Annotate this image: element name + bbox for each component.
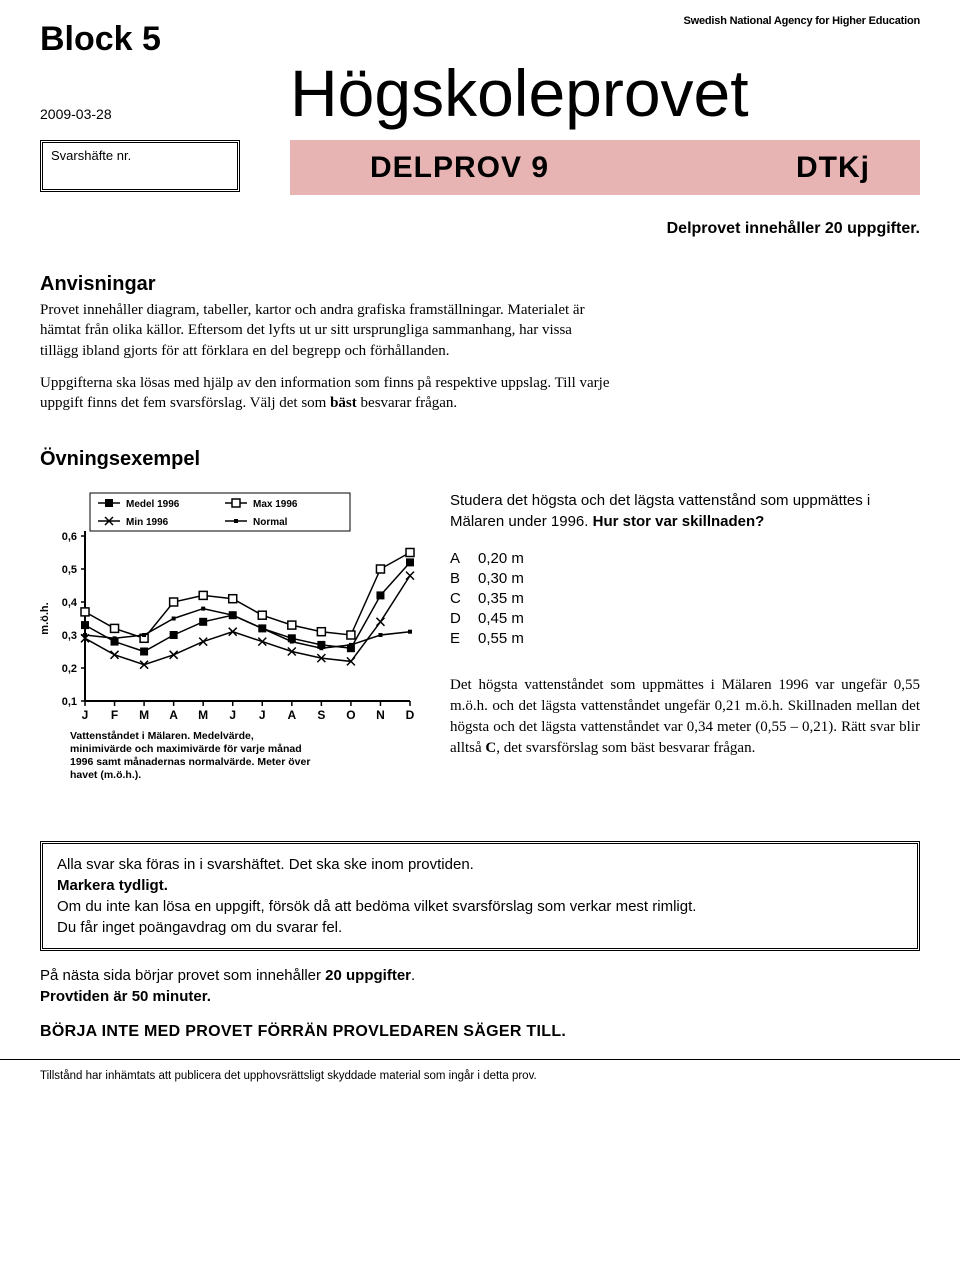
answer-options: A0,20 m B0,30 m C0,35 m D0,45 m E0,55 m bbox=[450, 550, 920, 647]
after-line1-b: 20 uppgifter bbox=[325, 967, 411, 984]
svg-text:havet (m.ö.h.).: havet (m.ö.h.). bbox=[70, 769, 141, 781]
svg-text:1996 samt månadernas normalvär: 1996 samt månadernas normalvärde. Meter … bbox=[70, 756, 310, 768]
after-line1-a: På nästa sida börjar provet som innehåll… bbox=[40, 967, 325, 984]
agency-name: Swedish National Agency for Higher Educa… bbox=[684, 15, 921, 27]
instructions-heading: Anvisningar bbox=[40, 273, 920, 296]
after-line2: Provtiden är 50 minuter. bbox=[40, 986, 920, 1007]
header-region: Block 5 2009-03-28 Svarshäfte nr. Swedis… bbox=[40, 20, 920, 200]
svg-text:O: O bbox=[346, 708, 355, 722]
svg-text:Vattenståndet i Mälaren. Medel: Vattenståndet i Mälaren. Medelvärde, bbox=[70, 730, 254, 742]
after-box: På nästa sida börjar provet som innehåll… bbox=[40, 965, 920, 1007]
info-line3: Om du inte kan lösa en uppgift, försök d… bbox=[57, 896, 903, 917]
block-title: Block 5 bbox=[40, 20, 161, 59]
exam-date: 2009-03-28 bbox=[40, 106, 112, 122]
svg-text:J: J bbox=[229, 708, 236, 722]
svg-text:Max 1996: Max 1996 bbox=[253, 499, 298, 510]
svg-text:m.ö.h.: m.ö.h. bbox=[40, 603, 51, 635]
instructions-para1: Provet innehåller diagram, tabeller, kar… bbox=[40, 300, 610, 361]
delprov-label: DELPROV 9 bbox=[370, 151, 549, 185]
svg-text:0,6: 0,6 bbox=[62, 531, 77, 543]
delprov-banner: DELPROV 9 DTKj bbox=[290, 140, 920, 195]
main-title: Högskoleprovet bbox=[290, 55, 749, 131]
svg-text:0,5: 0,5 bbox=[62, 564, 77, 576]
option-row: E0,55 m bbox=[450, 630, 920, 647]
svg-text:Medel 1996: Medel 1996 bbox=[126, 499, 180, 510]
svg-text:A: A bbox=[169, 708, 178, 722]
option-row: B0,30 m bbox=[450, 570, 920, 587]
svg-text:minimivärde och maximivärde fö: minimivärde och maximivärde för varje må… bbox=[70, 743, 302, 755]
svg-text:0,2: 0,2 bbox=[62, 663, 77, 675]
instructions-para2-bold: bäst bbox=[330, 395, 357, 411]
answer-booklet-label: Svarshäfte nr. bbox=[51, 148, 131, 163]
svg-text:J: J bbox=[259, 708, 266, 722]
svg-text:F: F bbox=[111, 708, 118, 722]
info-line2: Markera tydligt. bbox=[57, 875, 903, 896]
info-line4: Du får inget poängavdrag om du svarar fe… bbox=[57, 917, 903, 938]
svg-text:S: S bbox=[317, 708, 325, 722]
svg-text:0,1: 0,1 bbox=[62, 696, 77, 708]
question-text-bold: Hur stor var skillnaden? bbox=[593, 513, 765, 530]
svg-text:A: A bbox=[287, 708, 296, 722]
example-heading: Övningsexempel bbox=[40, 448, 920, 471]
chart-column: Medel 1996 Max 1996 Min 1996 Normal 0,1 0,2 0,… bbox=[40, 491, 420, 796]
question-column: Studera det högsta och det lägsta vatten… bbox=[450, 491, 920, 796]
svg-text:J: J bbox=[82, 708, 89, 722]
svg-text:M: M bbox=[139, 708, 149, 722]
explain-c: , det svarsförslag som bäst besvarar frå… bbox=[496, 740, 755, 756]
svg-text:0,4: 0,4 bbox=[62, 597, 78, 609]
answer-booklet-box: Svarshäfte nr. bbox=[40, 140, 240, 192]
after-line1: På nästa sida börjar provet som innehåll… bbox=[40, 965, 920, 986]
explain-bold: C bbox=[485, 740, 496, 756]
copyright-footer: Tillstånd har inhämtats att publicera de… bbox=[40, 1070, 920, 1082]
subheader-count: Delprovet innehåller 20 uppgifter. bbox=[40, 220, 920, 238]
svg-text:D: D bbox=[406, 708, 415, 722]
info-box: Alla svar ska föras in i svarshäftet. De… bbox=[40, 841, 920, 951]
delprov-code: DTKj bbox=[796, 151, 870, 185]
svg-text:Min 1996: Min 1996 bbox=[126, 517, 169, 528]
instructions-para2: Uppgifterna ska lösas med hjälp av den i… bbox=[40, 373, 610, 414]
svg-text:N: N bbox=[376, 708, 385, 722]
footer-divider bbox=[0, 1059, 960, 1060]
example-question: Studera det högsta och det lägsta vatten… bbox=[450, 491, 920, 532]
example-explanation: Det högsta vattenståndet som uppmättes i… bbox=[450, 675, 920, 759]
svg-text:M: M bbox=[198, 708, 208, 722]
instructions-para2-c: besvarar frågan. bbox=[357, 395, 457, 411]
instructions-para2-a: Uppgifterna ska lösas med hjälp av den i… bbox=[40, 375, 609, 411]
svg-text:0,3: 0,3 bbox=[62, 630, 77, 642]
option-row: C0,35 m bbox=[450, 590, 920, 607]
option-row: D0,45 m bbox=[450, 610, 920, 627]
after-line1-c: . bbox=[411, 967, 415, 984]
info-line1: Alla svar ska föras in i svarshäftet. De… bbox=[57, 854, 903, 875]
start-instruction: BÖRJA INTE MED PROVET FÖRRÄN PROVLEDAREN… bbox=[40, 1023, 920, 1041]
water-level-chart: Medel 1996 Max 1996 Min 1996 Normal 0,1 0,2 0,… bbox=[40, 491, 420, 791]
example-row: Medel 1996 Max 1996 Min 1996 Normal 0,1 0,2 0,… bbox=[40, 491, 920, 796]
option-row: A0,20 m bbox=[450, 550, 920, 567]
svg-text:Normal: Normal bbox=[253, 517, 288, 528]
